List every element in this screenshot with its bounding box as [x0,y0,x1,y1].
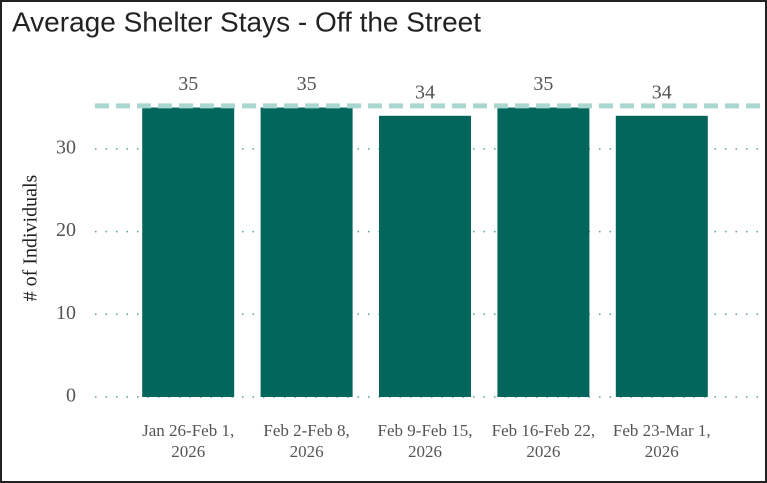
value-label: 34 [415,81,435,103]
bar [615,115,708,397]
value-label: 35 [178,73,198,95]
bar [260,107,353,398]
bar [379,115,471,397]
x-tick-label: Feb 9-Feb 15, 2026 [377,421,473,461]
value-label: 34 [652,81,672,103]
x-tick-label: Feb 23-Mar 1, 2026 [612,421,711,461]
y-tick-label: 0 [66,385,76,407]
chart-title: Average Shelter Stays - Off the Street [12,6,481,37]
bar [142,107,235,398]
y-tick-label: 30 [56,136,76,158]
value-label: 35 [297,73,317,95]
y-tick-label: 20 [56,219,76,241]
y-tick-label: 10 [56,302,76,324]
value-label: 35 [533,73,553,95]
x-tick-label: Jan 26-Feb 1, 2026 [142,421,235,461]
x-tick-label: Feb 2-Feb 8, 2026 [263,421,350,461]
y-axis-label: # of Individuals [20,174,42,301]
x-tick-label: Feb 16-Feb 22, 2026 [491,421,596,461]
bar [497,107,590,398]
